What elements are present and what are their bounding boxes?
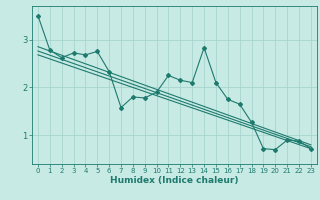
- X-axis label: Humidex (Indice chaleur): Humidex (Indice chaleur): [110, 176, 239, 185]
